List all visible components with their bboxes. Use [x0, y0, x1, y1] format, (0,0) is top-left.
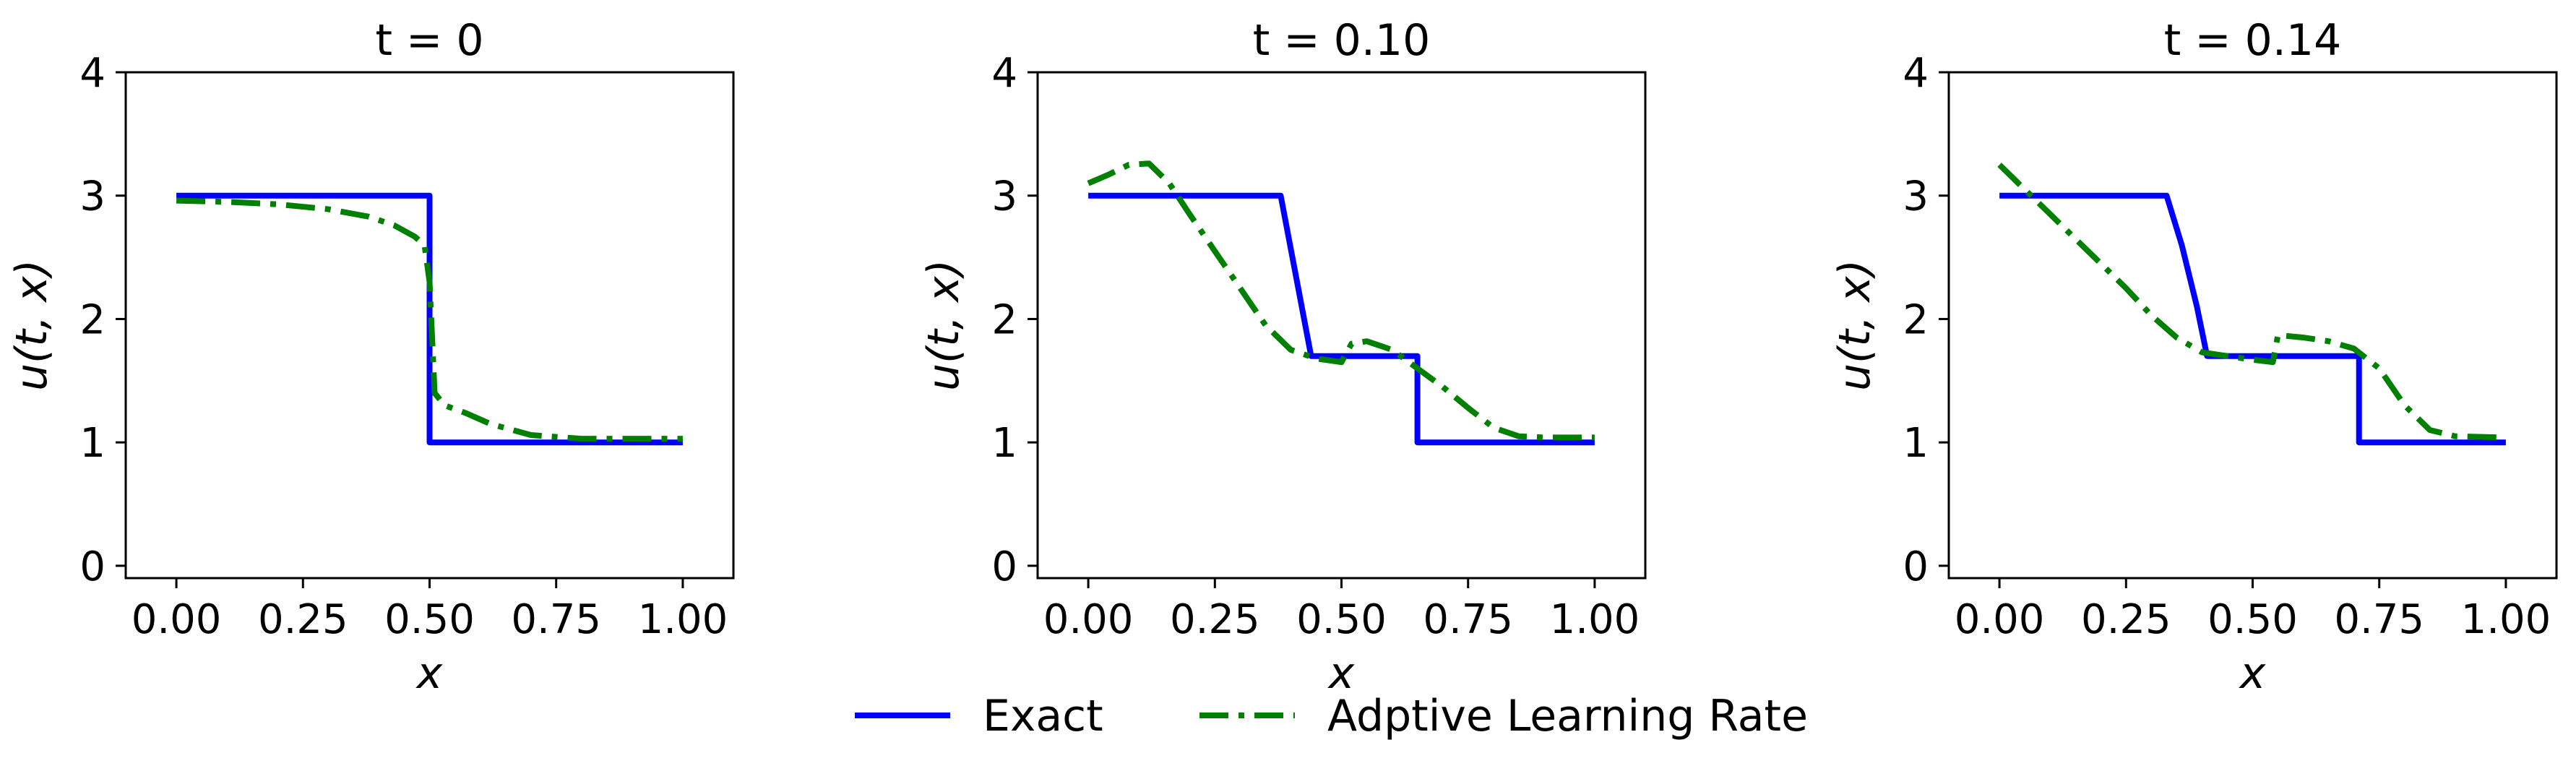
- chart-panel-1: 0.00 0.25 0.50 0.75 1.00 0 1 2 3 4 t = 0 x u(t, x): [7, 15, 735, 699]
- y-tick-label-2-2: 2: [991, 296, 1017, 343]
- y-tick-label-2-1: 1: [991, 420, 1017, 467]
- y-axis-label-2: u(t, x): [918, 259, 969, 391]
- x-tick-label-3-0: 0.00: [1955, 596, 2045, 643]
- x-tick-label-3-4: 1.00: [2461, 596, 2551, 643]
- y-tick-label-2-3: 3: [991, 173, 1017, 220]
- x-tick-label-3-2: 0.50: [2207, 596, 2298, 643]
- panel-title-1: t = 0: [375, 15, 483, 66]
- x-tick-label-1-1: 0.25: [258, 596, 348, 643]
- x-tick-label-2-2: 0.50: [1296, 596, 1387, 643]
- x-tick-label-3-1: 0.25: [2081, 596, 2171, 643]
- y-axis-label-1: u(t, x): [7, 259, 57, 391]
- chart-panel-3: 0.00 0.25 0.50 0.75 1.00 0 1 2 3 4 t = 0.14 x u(t, x…: [1830, 15, 2558, 699]
- series-line-adaptive-2: [1087, 160, 1595, 441]
- y-tick-label-2-0: 0: [991, 543, 1017, 590]
- legend-label-adaptive: Adptive Learning Rate: [1327, 691, 1808, 741]
- y-axis-label-3: u(t, x): [1830, 259, 1880, 391]
- y-tick-label-1-2: 2: [79, 296, 105, 343]
- x-axis-label-2: x: [1327, 648, 1355, 699]
- x-axis-label-1: x: [415, 648, 443, 699]
- series-line-exact-2: [1088, 192, 1595, 446]
- x-tick-label-2-4: 1.00: [1550, 596, 1640, 643]
- series-line-exact-3: [1999, 192, 2506, 446]
- axes-frame-2: [1036, 71, 1647, 580]
- series-line-adaptive-1: [176, 197, 683, 442]
- chart-panel-2: 0.00 0.25 0.50 0.75 1.00 0 1 2 3 4 t = 0.10 x u(t, x…: [918, 15, 1647, 699]
- y-tick-label-1-0: 0: [79, 543, 105, 590]
- y-tick-label-3-1: 1: [1903, 420, 1929, 467]
- x-tick-label-1-3: 0.75: [511, 596, 601, 643]
- axes-frame-3: [1947, 71, 2558, 580]
- y-tick-label-3-0: 0: [1903, 543, 1929, 590]
- x-tick-label-1-4: 1.00: [638, 596, 728, 643]
- y-tick-label-1-3: 3: [79, 173, 105, 220]
- x-tick-label-2-0: 0.00: [1043, 596, 1134, 643]
- panel-title-3: t = 0.14: [2164, 15, 2342, 66]
- y-tick-label-3-4: 4: [1903, 50, 1929, 97]
- y-tick-label-2-4: 4: [991, 50, 1017, 97]
- x-tick-label-1-0: 0.00: [132, 596, 222, 643]
- y-tick-label-1-1: 1: [79, 420, 105, 467]
- x-tick-label-1-2: 0.50: [384, 596, 475, 643]
- legend: Exact Adptive Learning Rate: [855, 691, 1808, 741]
- x-tick-label-3-3: 0.75: [2334, 596, 2424, 643]
- y-tick-label-3-2: 2: [1903, 296, 1929, 343]
- panel-title-2: t = 0.10: [1253, 15, 1431, 66]
- series-line-adaptive-3: [1997, 163, 2506, 441]
- x-tick-label-2-1: 0.25: [1170, 596, 1260, 643]
- y-tick-label-1-4: 4: [79, 50, 105, 97]
- x-axis-label-3: x: [2239, 648, 2266, 699]
- legend-label-exact: Exact: [983, 691, 1103, 741]
- x-tick-label-2-3: 0.75: [1423, 596, 1513, 643]
- y-tick-label-3-3: 3: [1903, 173, 1929, 220]
